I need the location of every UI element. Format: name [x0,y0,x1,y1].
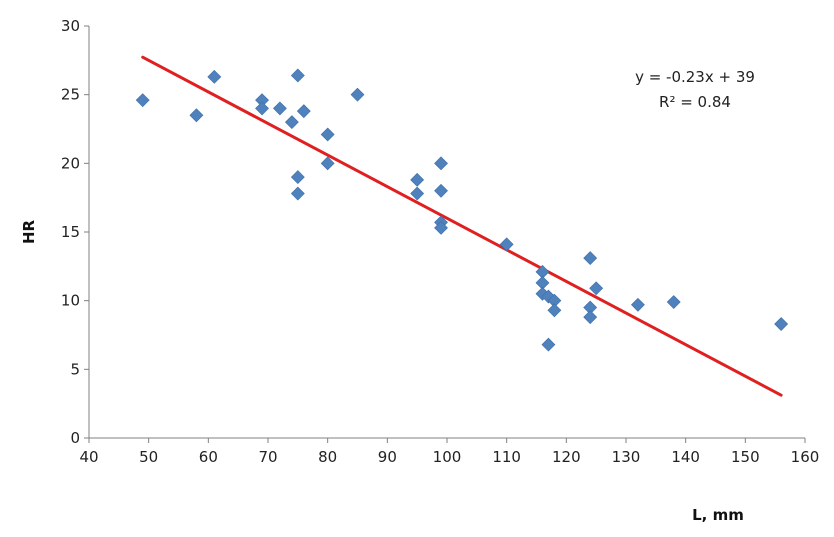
data-point [583,310,598,325]
x-tick-label: 60 [199,448,218,466]
data-point [410,172,425,187]
data-point [273,101,287,116]
data-points [135,68,789,352]
data-point [541,337,556,352]
y-tick-label: 10 [61,292,80,310]
x-tick-label: 160 [791,448,820,466]
data-point [774,317,789,331]
x-tick-label: 100 [433,448,462,466]
data-point [434,220,448,235]
y-tick-label: 25 [61,86,80,104]
data-point [320,127,335,142]
data-point [207,69,222,84]
data-point [434,156,448,171]
data-point [290,68,305,83]
x-tick-label: 70 [258,448,277,466]
y-axis-title: HR [20,220,38,245]
data-point [410,186,425,201]
data-point [583,251,598,266]
x-tick-label: 130 [612,448,641,466]
x-tick-label: 50 [139,448,158,466]
y-tick-label: 5 [70,360,80,378]
data-point [350,87,365,102]
x-tick-label: 150 [731,448,760,466]
data-point [666,295,681,309]
data-point [296,104,311,119]
data-point [320,156,335,171]
y-tick-label: 15 [61,223,80,241]
data-point [499,237,514,252]
x-tick-label: 80 [318,448,337,466]
data-point [434,183,448,198]
x-tick-label: 40 [79,448,98,466]
axis-ticks: 0 5 10 15 20 25 30 40 50 60 70 80 90 100 110 120 130 140 1… [61,17,819,466]
data-point [589,281,604,296]
trendline-group [141,55,783,397]
y-tick-label: 30 [61,17,80,35]
data-point [284,115,299,130]
x-tick-label: 140 [671,448,700,466]
x-tick-label: 90 [378,448,397,466]
x-tick-label: 110 [492,448,521,466]
axes [88,26,805,439]
data-point [135,93,150,108]
y-tick-label: 0 [70,429,80,447]
trendline [141,55,783,397]
data-point [547,303,562,318]
data-point [290,186,305,201]
r-squared-label: R² = 0.84 [659,93,731,111]
data-point [631,297,645,312]
trendline-equation: y = -0.23x + 39 [635,68,755,86]
y-tick-label: 20 [61,154,80,172]
x-tick-label: 120 [552,448,581,466]
x-axis-title: L, mm [692,506,744,524]
data-point [255,101,269,116]
data-point [290,170,305,184]
data-point [189,108,204,123]
